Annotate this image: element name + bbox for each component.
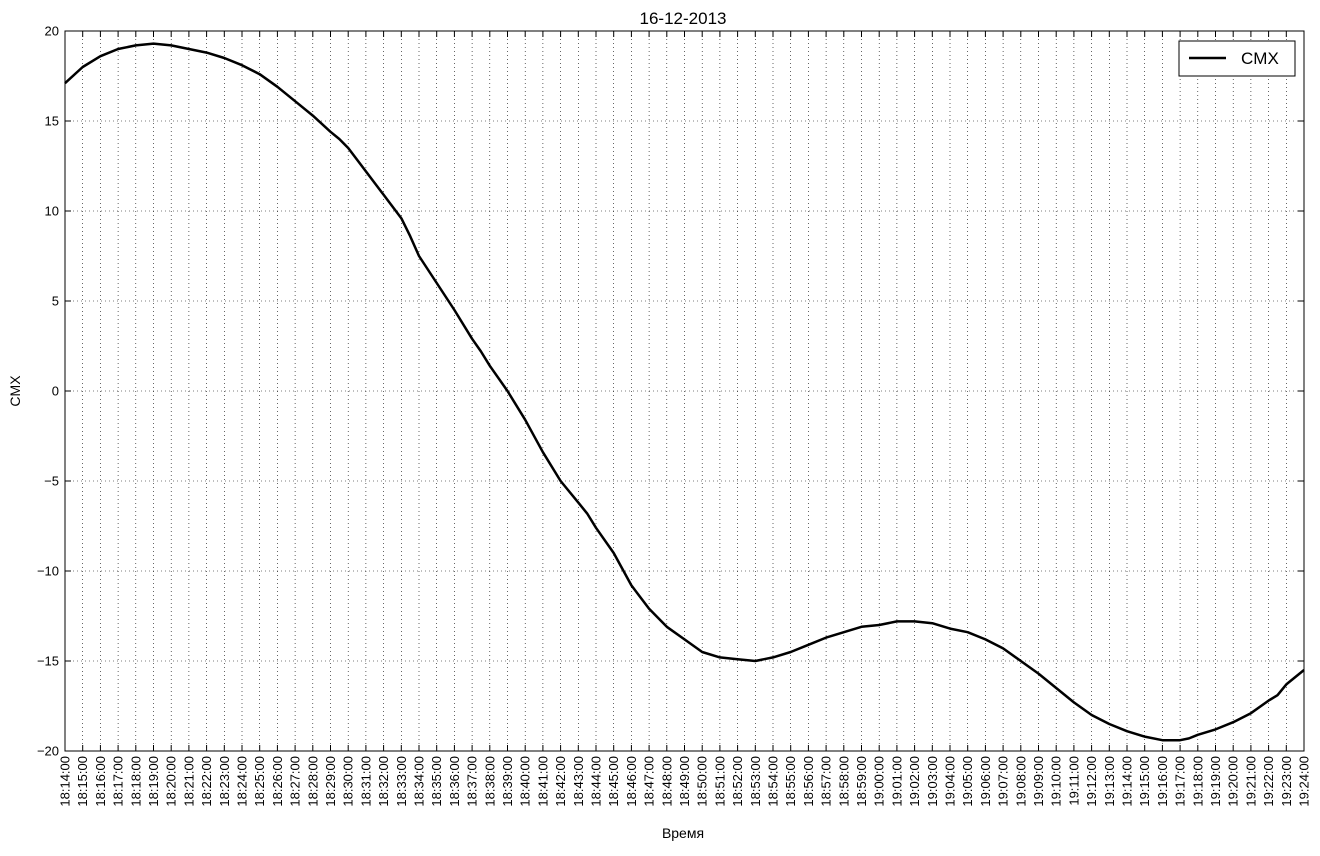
x-tick-label: 18:28:00	[305, 756, 320, 807]
x-tick-label: 18:16:00	[93, 756, 108, 807]
x-tick-label: 19:07:00	[996, 756, 1011, 807]
x-tick-label: 18:20:00	[164, 756, 179, 807]
x-tick-label: 19:06:00	[978, 756, 993, 807]
x-tick-label: 19:23:00	[1279, 756, 1294, 807]
x-tick-label: 19:18:00	[1190, 756, 1205, 807]
legend: CMX	[1178, 40, 1296, 77]
x-tick-label: 18:41:00	[535, 756, 550, 807]
x-tick-label: 18:22:00	[199, 756, 214, 807]
x-tick-label: 19:02:00	[907, 756, 922, 807]
x-tick-label: 18:23:00	[217, 756, 232, 807]
chart-title: 16-12-2013	[640, 9, 727, 28]
x-tick-label: 19:04:00	[943, 756, 958, 807]
y-tick-label: −15	[37, 654, 59, 669]
x-tick-label: 18:51:00	[712, 756, 727, 807]
series-layer	[64, 42, 1305, 742]
x-tick-label: 18:33:00	[394, 756, 409, 807]
x-tick-label: 18:42:00	[553, 756, 568, 807]
x-tick-label: 18:18:00	[128, 756, 143, 807]
x-tick-label: 19:03:00	[925, 756, 940, 807]
x-tick-label: 18:30:00	[341, 756, 356, 807]
x-tick-label: 19:22:00	[1261, 756, 1276, 807]
x-tick-label: 19:05:00	[960, 756, 975, 807]
x-tick-label: 18:48:00	[659, 756, 674, 807]
x-tick-label: 19:24:00	[1297, 756, 1312, 807]
x-tick-label: 18:59:00	[854, 756, 869, 807]
x-tick-label: 19:15:00	[1137, 756, 1152, 807]
x-tick-label: 19:21:00	[1243, 756, 1258, 807]
y-tick-label: 20	[45, 24, 59, 39]
x-tick-label: 18:36:00	[447, 756, 462, 807]
x-tick-label: 18:24:00	[235, 756, 250, 807]
x-tick-label: 19:13:00	[1102, 756, 1117, 807]
x-tick-label: 18:56:00	[801, 756, 816, 807]
x-tick-label: 18:39:00	[500, 756, 515, 807]
x-tick-label: 19:00:00	[872, 756, 887, 807]
y-tick-label: 10	[45, 204, 59, 219]
x-tick-label: 18:34:00	[412, 756, 427, 807]
y-axis-label: CMX	[7, 375, 23, 407]
x-tick-label: 18:55:00	[783, 756, 798, 807]
x-tick-label: 19:10:00	[1049, 756, 1064, 807]
x-tick-label: 19:16:00	[1155, 756, 1170, 807]
y-tick-label: −5	[44, 474, 59, 489]
x-tick-label: 18:15:00	[75, 756, 90, 807]
x-tick-label: 18:43:00	[571, 756, 586, 807]
y-tick-label: −20	[37, 744, 59, 759]
x-tick-label: 18:26:00	[270, 756, 285, 807]
x-tick-label: 18:14:00	[58, 756, 73, 807]
x-tick-label: 18:35:00	[429, 756, 444, 807]
y-tick-label: 15	[45, 114, 59, 129]
x-tick-label: 18:32:00	[376, 756, 391, 807]
series-line-cmx	[64, 42, 1305, 742]
grid-lines	[64, 30, 1305, 752]
x-tick-label: 18:29:00	[323, 756, 338, 807]
x-tick-label: 19:17:00	[1173, 756, 1188, 807]
x-tick-label: 18:25:00	[252, 756, 267, 807]
x-tick-label: 18:44:00	[589, 756, 604, 807]
x-tick-label: 18:50:00	[695, 756, 710, 807]
x-tick-label: 18:47:00	[642, 756, 657, 807]
x-tick-label: 19:20:00	[1226, 756, 1241, 807]
x-tick-label: 18:38:00	[482, 756, 497, 807]
x-tick-label: 19:01:00	[889, 756, 904, 807]
x-tick-label: 18:19:00	[146, 756, 161, 807]
x-tick-label: 18:49:00	[677, 756, 692, 807]
x-tick-label: 18:37:00	[465, 756, 480, 807]
x-tick-label: 19:14:00	[1120, 756, 1135, 807]
x-tick-label: 18:58:00	[836, 756, 851, 807]
x-tick-label: 18:53:00	[748, 756, 763, 807]
x-tick-label: 18:27:00	[288, 756, 303, 807]
x-tick-label: 18:57:00	[819, 756, 834, 807]
x-tick-label: 18:46:00	[624, 756, 639, 807]
x-axis: 18:14:00 18:15:00 18:16:00 18:17:00 18:18:00…	[58, 31, 1312, 807]
legend-label-cmx: CMX	[1241, 49, 1279, 68]
x-tick-label: 18:40:00	[518, 756, 533, 807]
x-tick-label: 19:19:00	[1208, 756, 1223, 807]
x-tick-label: 19:08:00	[1013, 756, 1028, 807]
x-axis-label: Время	[662, 825, 704, 841]
x-tick-label: 19:09:00	[1031, 756, 1046, 807]
x-tick-label: 19:12:00	[1084, 756, 1099, 807]
x-tick-label: 18:31:00	[358, 756, 373, 807]
y-tick-label: −10	[37, 564, 59, 579]
y-tick-label: 0	[52, 384, 59, 399]
y-axis: 20 15 10 5 0 −5 −10 −15 −20	[37, 24, 1304, 759]
x-tick-label: 18:52:00	[730, 756, 745, 807]
x-tick-label: 18:45:00	[606, 756, 621, 807]
x-tick-label: 19:11:00	[1066, 756, 1081, 806]
x-tick-label: 18:21:00	[181, 756, 196, 807]
y-tick-label: 5	[52, 294, 59, 309]
x-tick-label: 18:54:00	[766, 756, 781, 807]
x-tick-label: 18:17:00	[111, 756, 126, 807]
